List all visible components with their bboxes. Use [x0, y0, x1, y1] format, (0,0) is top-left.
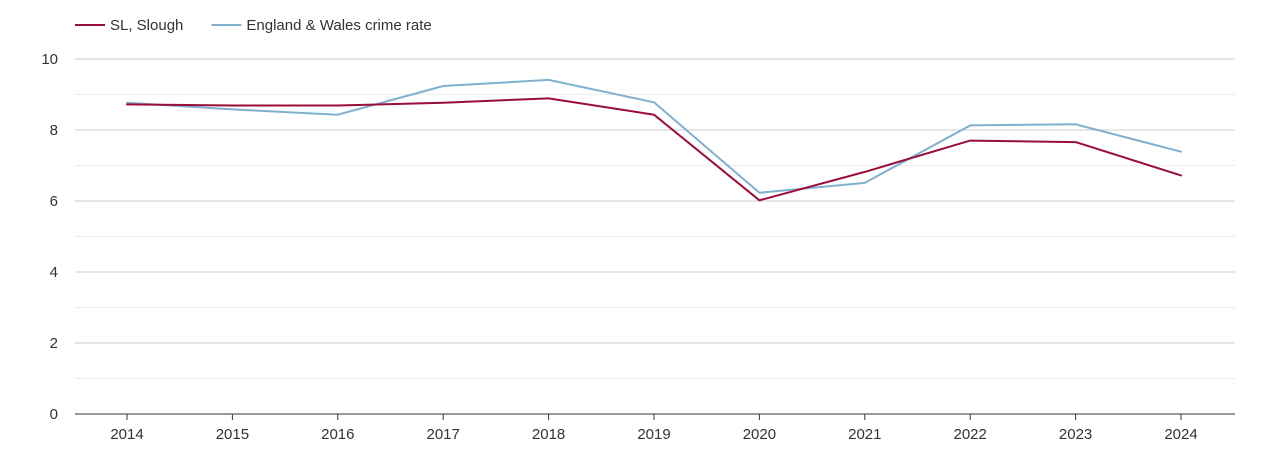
y-tick-label: 10: [41, 51, 58, 68]
series-layer: [126, 78, 1182, 202]
x-tick-label: 2024: [1164, 426, 1197, 443]
x-tick-label: 2019: [637, 426, 670, 443]
x-tick-label: 2017: [427, 426, 460, 443]
x-tick-label: 2023: [1059, 426, 1092, 443]
grid-layer: [75, 58, 1235, 379]
axis-layer: 0 2 4 6 8 10 2014 2015 2016 2017 2018 2019 2020 2021 2…: [41, 51, 1235, 443]
series-line-england-wales: [126, 78, 1182, 194]
x-tick-label: 2018: [532, 426, 565, 443]
x-tick-label: 2020: [743, 426, 776, 443]
legend-label-england-wales: England & Wales crime rate: [246, 17, 431, 34]
legend: SL, Slough England & Wales crime rate: [75, 17, 432, 34]
y-tick-label: 6: [50, 193, 58, 210]
x-tick-label: 2016: [321, 426, 354, 443]
series-line-slough: [126, 97, 1182, 202]
x-tick-label: 2015: [216, 426, 249, 443]
y-tick-label: 4: [50, 264, 58, 281]
y-tick-label: 0: [50, 406, 58, 423]
x-tick-label: 2022: [954, 426, 987, 443]
legend-label-slough: SL, Slough: [110, 17, 183, 34]
y-tick-label: 8: [50, 122, 58, 139]
y-tick-label: 2: [50, 335, 58, 352]
x-tick-label: 2014: [110, 426, 143, 443]
x-tick-label: 2021: [848, 426, 881, 443]
